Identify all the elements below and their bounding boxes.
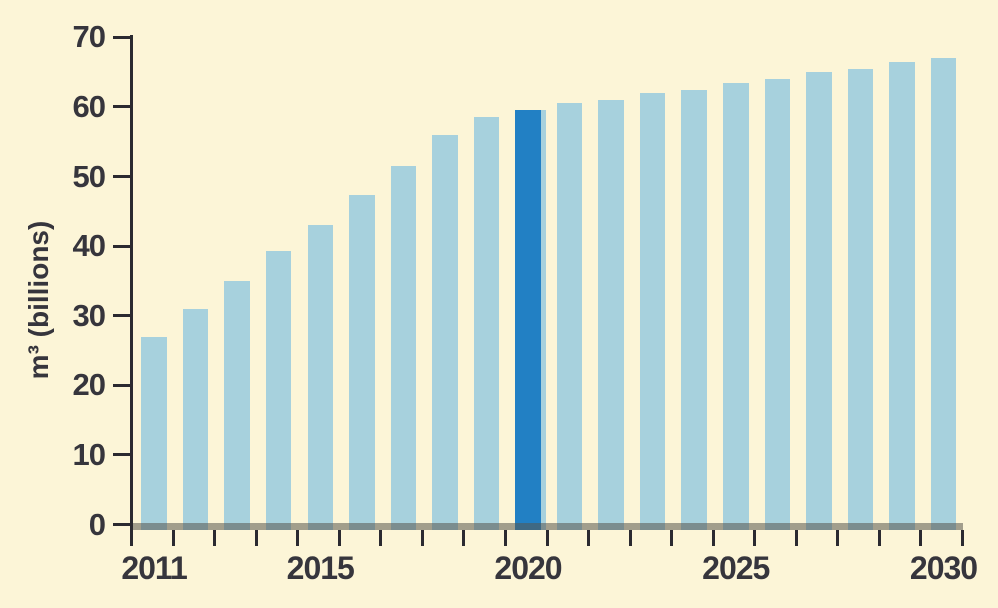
x-tick-7 — [420, 530, 424, 546]
bar-2021 — [556, 103, 583, 530]
bar-2019 — [473, 117, 500, 530]
x-tick-label-2025: 2025 — [702, 550, 770, 586]
y-tick-10 — [113, 453, 130, 457]
y-tick-40 — [113, 244, 130, 248]
y-tick-70 — [113, 35, 130, 39]
x-tick-10 — [545, 530, 549, 546]
bar-2015 — [307, 225, 333, 530]
x-tick-3 — [254, 530, 258, 546]
x-tick-13 — [670, 530, 674, 546]
y-tick-label-60: 60 — [72, 88, 106, 124]
bar-2013 — [224, 280, 250, 530]
x-tick-16 — [794, 530, 798, 546]
y-tick-label-0: 0 — [88, 506, 106, 542]
bar-2011 — [141, 336, 167, 530]
y-tick-label-20: 20 — [72, 367, 106, 403]
x-tick-15 — [753, 530, 757, 546]
bar-2023 — [639, 92, 666, 530]
bar-2022 — [598, 99, 624, 530]
y-tick-label-40: 40 — [72, 228, 106, 264]
bar-2020-highlighted — [515, 110, 541, 530]
bar-2026 — [764, 79, 791, 530]
x-tick-20 — [961, 530, 964, 546]
bar-2025 — [723, 82, 749, 530]
y-tick-label-30: 30 — [72, 297, 106, 333]
bar-2029 — [889, 61, 915, 530]
x-tick-12 — [628, 530, 632, 546]
bar-2014 — [265, 250, 292, 530]
y-tick-label-70: 70 — [72, 19, 106, 55]
x-tick-8 — [462, 530, 466, 546]
x-tick-0 — [130, 530, 133, 546]
bar-2016 — [349, 195, 375, 530]
bar-2027 — [806, 72, 832, 530]
y-tick-0 — [113, 523, 130, 526]
x-tick-17 — [836, 530, 840, 546]
bar-2012 — [182, 308, 209, 530]
x-tick-11 — [587, 530, 591, 546]
x-tick-label-2020: 2020 — [494, 550, 562, 586]
x-tick-1 — [171, 530, 175, 546]
x-tick-label-2015: 2015 — [286, 550, 355, 586]
x-tick-label-2011: 2011 — [121, 550, 187, 586]
bar-2028 — [847, 68, 874, 530]
y-tick-60 — [113, 105, 130, 109]
bar-2017 — [390, 166, 417, 530]
y-tick-label-50: 50 — [72, 158, 106, 194]
y-tick-30 — [113, 314, 130, 318]
x-tick-5 — [337, 530, 341, 546]
x-tick-2 — [213, 530, 217, 546]
x-tick-14 — [711, 530, 715, 546]
y-tick-20 — [113, 383, 130, 387]
y-tick-50 — [113, 175, 130, 178]
y-tick-label-10: 10 — [72, 436, 106, 472]
x-tick-9 — [503, 530, 507, 546]
bar-2018 — [432, 134, 458, 530]
x-tick-19 — [919, 530, 923, 546]
y-axis-line — [130, 35, 133, 546]
bar-2030 — [930, 58, 957, 530]
x-axis-baseline — [130, 523, 963, 530]
x-tick-18 — [877, 530, 881, 546]
x-tick-4 — [296, 530, 300, 546]
x-tick-6 — [379, 530, 383, 546]
x-tick-label-2030: 2030 — [909, 550, 978, 586]
bar-2024 — [681, 89, 707, 530]
